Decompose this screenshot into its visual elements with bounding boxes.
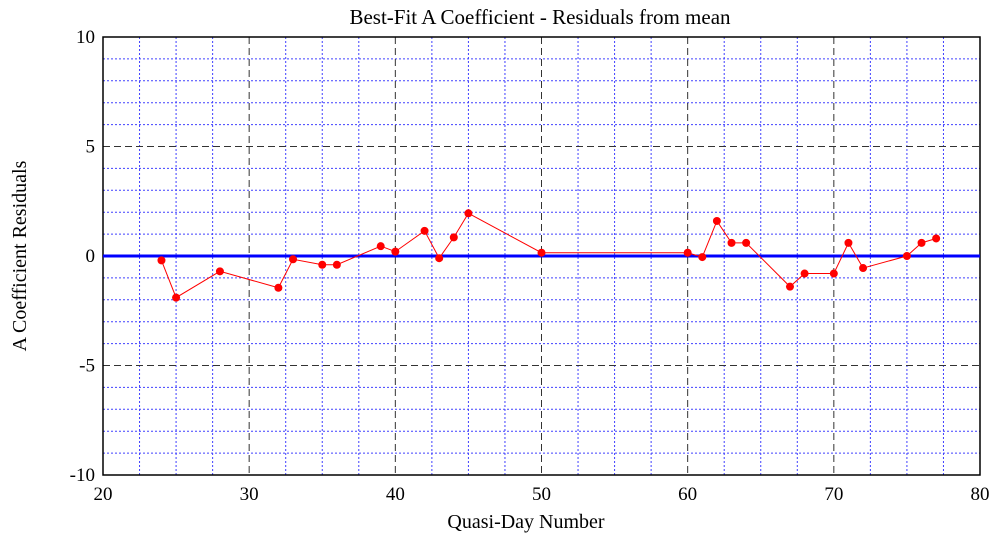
data-point	[391, 247, 400, 256]
data-point	[449, 233, 458, 242]
data-point	[859, 264, 868, 273]
y-tick-label: 10	[76, 27, 95, 48]
x-tick-label: 50	[532, 484, 551, 505]
data-point	[800, 269, 809, 278]
y-tick-label: -5	[79, 356, 95, 377]
data-point	[932, 234, 941, 243]
y-axis-label: A Coefficient Residuals	[9, 160, 31, 351]
data-point	[420, 226, 429, 235]
data-point	[464, 209, 473, 218]
data-point	[318, 260, 327, 269]
data-point	[274, 283, 283, 292]
data-point	[435, 254, 444, 263]
data-point	[712, 216, 721, 225]
data-point	[289, 255, 298, 264]
x-tick-label: 30	[240, 484, 259, 505]
chart-title: Best-Fit A Coefficient - Residuals from …	[349, 5, 731, 29]
data-point	[742, 238, 751, 247]
x-tick-label: 70	[824, 484, 843, 505]
data-point	[157, 256, 166, 265]
data-point	[537, 248, 546, 257]
x-tick-label: 20	[94, 484, 113, 505]
data-point	[332, 260, 341, 269]
data-point	[917, 238, 926, 247]
x-axis-label: Quasi-Day Number	[447, 511, 605, 533]
data-point	[215, 267, 224, 276]
data-point	[376, 242, 385, 251]
data-point	[844, 238, 853, 247]
data-point	[902, 252, 911, 260]
y-tick-label: -10	[70, 465, 95, 486]
x-tick-label: 80	[971, 484, 990, 505]
x-tick-label: 40	[386, 484, 405, 505]
data-point	[785, 282, 794, 291]
y-tick-label: 5	[86, 137, 96, 158]
data-point	[727, 238, 736, 247]
data-point	[683, 248, 692, 257]
y-tick-label: 0	[86, 246, 96, 267]
x-tick-label: 60	[678, 484, 697, 505]
data-point	[172, 293, 181, 302]
data-point	[698, 253, 707, 262]
data-point	[829, 269, 838, 278]
